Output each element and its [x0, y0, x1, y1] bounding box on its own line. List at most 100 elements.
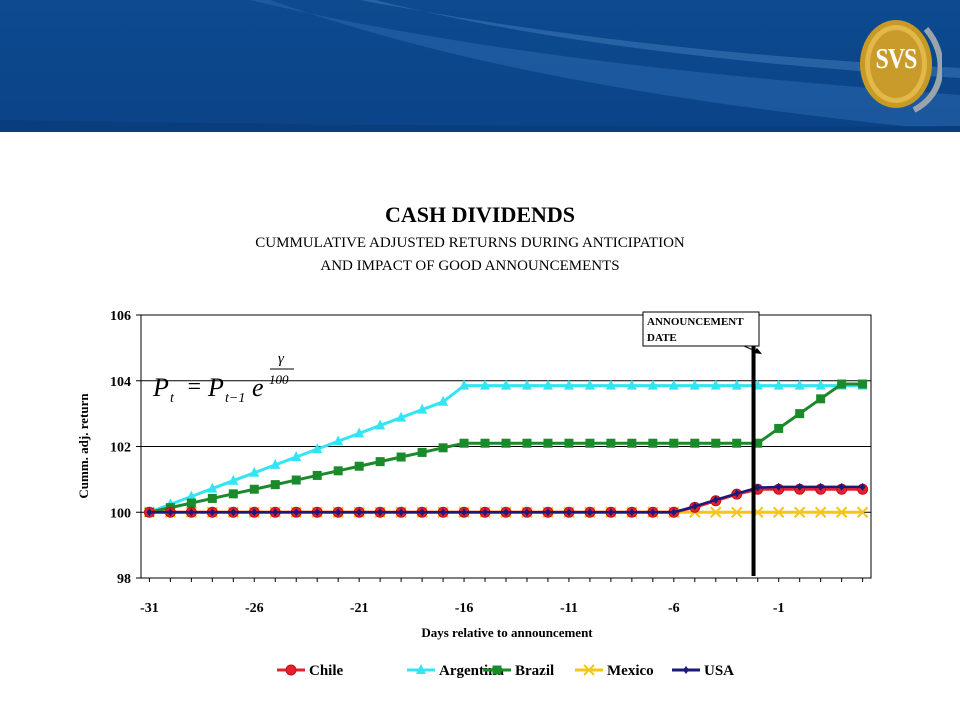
data-point-usa	[230, 508, 237, 517]
announcement-pointer-head	[753, 348, 762, 354]
legend: Chile Argentina Brazil Mexico USA	[277, 663, 734, 679]
chart-subtitle-line-2: AND IMPACT OF GOOD ANNOUNCEMENTS	[320, 258, 620, 274]
data-point-usa	[733, 489, 740, 498]
data-point-usa	[482, 508, 489, 517]
data-point-usa	[461, 508, 468, 517]
announcement-label-line-2: DATE	[647, 332, 677, 344]
legend-swatch-marker	[285, 664, 297, 676]
data-point-brazil	[732, 438, 742, 448]
data-point-argentina	[396, 411, 407, 422]
data-point-usa	[146, 508, 153, 517]
data-point-argentina	[459, 379, 470, 390]
data-point-brazil	[627, 438, 637, 448]
chart-title: CASH DIVIDENDS	[384, 202, 576, 227]
data-point-usa	[859, 482, 866, 491]
data-point-argentina	[228, 474, 239, 485]
legend-label: Chile	[309, 663, 344, 679]
data-point-brazil	[753, 438, 763, 448]
data-point-usa	[754, 483, 761, 492]
announcement-label-line-1: ANNOUNCEMENT	[647, 316, 744, 328]
data-point-usa	[586, 508, 593, 517]
data-point-usa	[544, 508, 551, 517]
data-point-argentina	[668, 379, 679, 390]
data-point-argentina	[605, 379, 616, 390]
data-point-brazil	[564, 438, 574, 448]
formula-lhs-sub: t	[170, 391, 175, 406]
legend-swatch-marker	[583, 664, 595, 676]
data-point-brazil	[291, 475, 301, 485]
data-point-argentina	[354, 427, 365, 438]
data-point-brazil	[396, 452, 406, 462]
data-point-argentina	[626, 379, 637, 390]
data-point-brazil	[795, 409, 805, 419]
x-tick-label: -21	[350, 601, 369, 616]
legend-label: Argentina	[439, 663, 504, 679]
data-point-usa	[335, 508, 342, 517]
data-point-usa	[209, 508, 216, 517]
x-tick-label: -11	[560, 601, 578, 616]
data-point-usa	[503, 508, 509, 517]
series-argentina	[144, 379, 868, 517]
series-brazil	[144, 379, 868, 517]
data-point-mexico	[772, 506, 785, 518]
formula-base: e	[252, 373, 264, 402]
data-point-argentina	[521, 379, 532, 390]
logo-text: SVS	[875, 44, 917, 75]
x-tick-label: -16	[455, 601, 474, 616]
data-point-argentina	[417, 403, 428, 414]
data-point-mexico	[731, 506, 743, 518]
data-point-argentina	[710, 379, 721, 390]
data-point-usa	[796, 482, 803, 491]
data-point-brazil	[501, 438, 511, 448]
legend-label: USA	[704, 663, 734, 679]
data-point-brazil	[459, 438, 469, 448]
legend-item-brazil: Brazil	[483, 663, 554, 679]
y-tick-label: 106	[110, 309, 131, 324]
data-point-brazil	[690, 438, 700, 448]
data-point-usa	[398, 508, 405, 517]
data-point-brazil	[438, 443, 448, 453]
y-tick-label: 104	[110, 375, 131, 390]
formula-exp-numerator: γ	[278, 351, 285, 367]
data-point-brazil	[375, 457, 385, 467]
legend-swatch-marker	[492, 665, 502, 675]
data-point-argentina	[815, 379, 826, 390]
data-point-brazil	[669, 438, 679, 448]
data-point-usa	[691, 502, 698, 511]
data-point-brazil	[774, 423, 784, 433]
data-point-argentina	[270, 458, 281, 469]
data-point-brazil	[858, 379, 868, 389]
data-point-usa	[167, 508, 174, 517]
data-point-brazil	[333, 466, 343, 476]
data-point-argentina	[647, 379, 658, 390]
data-point-usa	[670, 508, 677, 517]
data-point-usa	[419, 508, 426, 517]
data-point-usa	[440, 508, 447, 517]
data-point-brazil	[312, 470, 322, 480]
legend-item-argentina: Argentina	[407, 663, 504, 679]
y-tick-label: 100	[110, 506, 131, 521]
data-point-brazil	[207, 493, 217, 503]
data-point-mexico	[793, 506, 806, 518]
data-point-brazil	[354, 461, 364, 471]
data-point-usa	[838, 482, 845, 491]
data-point-usa	[272, 508, 279, 517]
data-point-brazil	[522, 438, 532, 448]
data-point-argentina	[584, 379, 595, 390]
y-tick-label: 102	[110, 441, 131, 456]
data-point-argentina	[689, 379, 700, 390]
legend-item-mexico: Mexico	[575, 663, 654, 679]
data-point-argentina	[312, 443, 323, 454]
x-tick-label: -1	[773, 601, 785, 616]
x-axis-label: Days relative to announcement	[421, 625, 593, 640]
x-tick-label: -6	[668, 601, 680, 616]
x-tick-label: -31	[140, 601, 159, 616]
legend-swatch-marker	[416, 664, 426, 674]
y-axis-label: Cumm. adj. return	[76, 393, 91, 499]
axes: 98 100 102 104 106 -31 -26 -21 -16 -11 -6 -1	[110, 309, 864, 616]
data-point-usa	[188, 508, 195, 517]
data-point-usa	[607, 508, 614, 517]
